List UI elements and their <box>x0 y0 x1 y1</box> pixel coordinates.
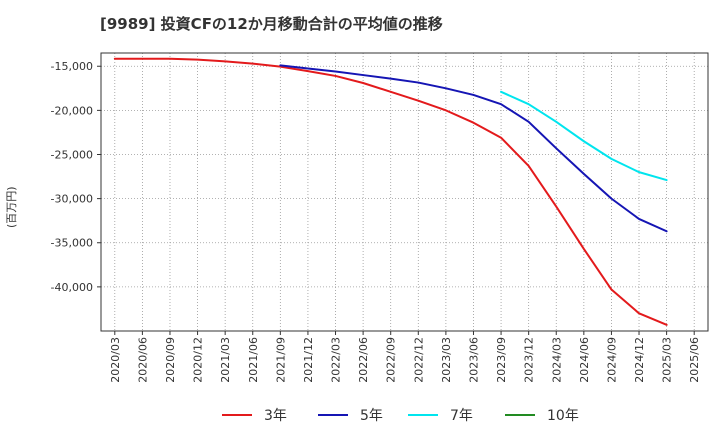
x-tick-label: 2022/12 <box>412 337 425 383</box>
legend-swatch <box>505 414 535 416</box>
x-tick-label: 2020/12 <box>192 337 205 383</box>
series-line <box>279 64 668 233</box>
legend-swatch <box>408 414 438 416</box>
legend-label: 10年 <box>547 408 579 424</box>
y-tick-label: -15,000 <box>51 60 93 73</box>
x-tick-label: 2022/03 <box>330 337 343 383</box>
x-tick-label: 2024/03 <box>550 337 563 383</box>
x-tick-label: 2020/09 <box>164 337 177 383</box>
x-tick-label: 2022/09 <box>385 337 398 383</box>
x-tick-label: 2022/06 <box>357 337 370 383</box>
x-tick-label: 2021/09 <box>274 337 287 383</box>
x-tick-label: 2023/09 <box>495 337 508 383</box>
x-tick-label: 2023/03 <box>440 337 453 383</box>
legend-swatch <box>222 414 252 416</box>
x-tick-label: 2025/03 <box>661 337 674 383</box>
y-tick-label: -20,000 <box>51 104 93 117</box>
x-tick-label: 2024/12 <box>633 337 646 383</box>
x-tick-label: 2020/03 <box>109 337 122 383</box>
chart-plot: -15,000 -20,000 -25,000 -30,000 -35,000 -40,0… <box>51 52 709 383</box>
x-tick-label: 2023/06 <box>467 337 480 383</box>
legend-label: 7年 <box>450 408 473 424</box>
plot-frame <box>100 52 709 332</box>
x-tick-label: 2020/06 <box>136 337 149 383</box>
y-tick-label: -35,000 <box>51 237 93 250</box>
y-tick-label: -30,000 <box>51 193 93 206</box>
x-tick-label: 2024/06 <box>578 337 591 383</box>
chart-title: [9989] 投資CFの12か月移動合計の平均値の推移 <box>100 15 443 33</box>
x-tick-label: 2023/12 <box>523 337 536 383</box>
plot-area <box>101 53 708 331</box>
legend-label: 5年 <box>360 408 383 424</box>
x-tick-label: 2024/09 <box>605 337 618 383</box>
y-tick-label: -40,000 <box>51 281 93 294</box>
x-tick-label: 2021/12 <box>302 337 315 383</box>
legend-label: 3年 <box>264 408 287 424</box>
legend-swatch <box>318 414 348 416</box>
chart-legend: 3年 5年 7年 10年 <box>0 405 720 425</box>
series-line <box>500 90 668 182</box>
series-line <box>113 57 668 326</box>
y-tick-label: -25,000 <box>51 148 93 161</box>
x-tick-label: 2021/06 <box>247 337 260 383</box>
x-tick-label: 2025/06 <box>688 337 701 383</box>
x-tick-label: 2021/03 <box>219 337 232 383</box>
